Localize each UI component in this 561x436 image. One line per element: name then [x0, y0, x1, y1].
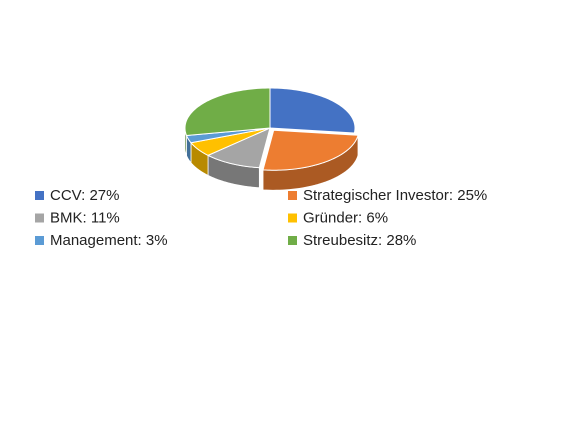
legend-swatch	[35, 213, 44, 223]
legend-label: Strategischer Investor: 25%	[303, 187, 487, 204]
legend-swatch	[288, 191, 297, 200]
legend-swatch	[288, 213, 297, 223]
slice	[185, 127, 271, 144]
legend-label: Management: 3%	[50, 232, 168, 249]
legend-label: CCV: 27%	[50, 187, 119, 204]
legend-swatch	[35, 191, 44, 200]
legend-swatch	[288, 236, 297, 245]
pie	[184, 87, 359, 191]
slice	[184, 87, 271, 137]
legend-swatch	[35, 236, 44, 245]
legend-label: Streubesitz: 28%	[303, 232, 416, 249]
slice	[206, 127, 271, 169]
slice	[190, 127, 271, 156]
slice	[262, 129, 359, 171]
legend: CCV: 27% Strategischer Investor: 25% BMK: …	[35, 187, 487, 249]
slice	[269, 87, 356, 134]
legend-label: BMK: 11%	[50, 209, 120, 226]
legend-label: Gründer: 6%	[303, 209, 388, 226]
